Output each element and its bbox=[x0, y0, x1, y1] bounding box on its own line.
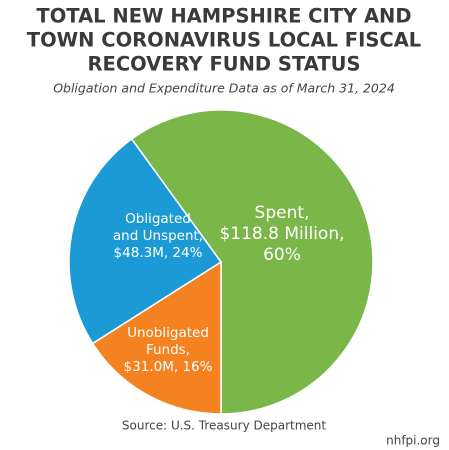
chart-title: TOTAL NEW HAMPSHIRE CITY AND bbox=[36, 5, 411, 28]
chart-subtitle: Obligation and Expenditure Data as of Ma… bbox=[53, 81, 395, 96]
chart-title: RECOVERY FUND STATUS bbox=[87, 53, 360, 76]
chart-title: TOWN CORONAVIRUS LOCAL FISCAL bbox=[27, 29, 421, 52]
slice-label: $118.8 Million, bbox=[219, 224, 344, 244]
slice-label: $48.3M, 24% bbox=[114, 245, 203, 261]
slice-label: Funds, bbox=[146, 342, 190, 358]
source: Source: U.S. Treasury Department bbox=[122, 419, 327, 433]
slice-label: Obligated bbox=[125, 211, 191, 227]
slice-label: Spent, bbox=[255, 203, 310, 223]
credit: nhfpi.org bbox=[386, 434, 440, 448]
slice-label: $31.0M, 16% bbox=[124, 359, 213, 375]
pie-slice bbox=[130, 109, 374, 415]
pie-slice bbox=[68, 137, 223, 345]
slice-label: 60% bbox=[263, 245, 301, 265]
pie-slice bbox=[91, 260, 222, 415]
slice-label: Unobligated bbox=[127, 325, 209, 341]
slice-label: and Unspent, bbox=[113, 228, 203, 244]
